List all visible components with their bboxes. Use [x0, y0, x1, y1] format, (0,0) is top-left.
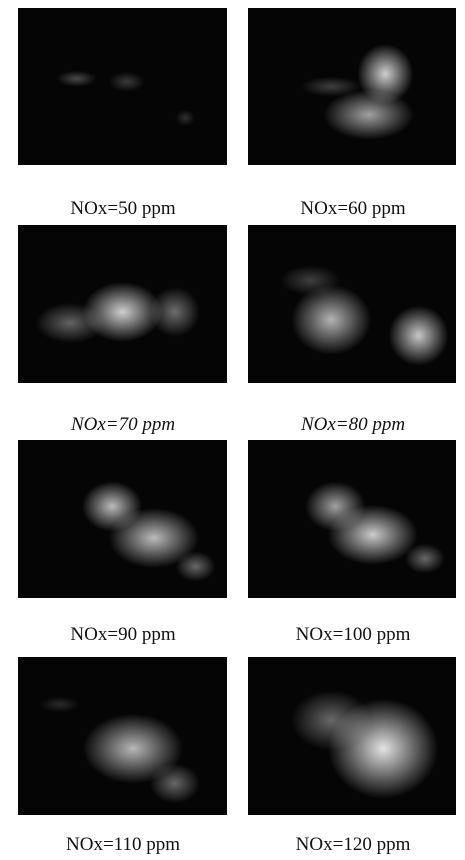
- flame-image: [248, 440, 456, 598]
- flame-image: [18, 225, 227, 383]
- caption: NOx=120 ppm: [295, 834, 411, 855]
- flame-image: [18, 440, 227, 598]
- caption: NOx=110 ppm: [66, 834, 180, 855]
- caption: NOx=100 ppm: [295, 624, 411, 645]
- flame-image: [248, 225, 456, 383]
- caption: NOx=90 ppm: [70, 624, 176, 645]
- flame-image: [18, 8, 227, 165]
- flame-image: [248, 657, 456, 815]
- caption: NOx=50 ppm: [70, 198, 176, 219]
- flame-image: [18, 657, 227, 815]
- caption: NOx=60 ppm: [300, 198, 406, 219]
- caption: NOx=70 ppm: [70, 414, 176, 435]
- caption: NOx=80 ppm: [300, 414, 406, 435]
- flame-image: [248, 8, 456, 165]
